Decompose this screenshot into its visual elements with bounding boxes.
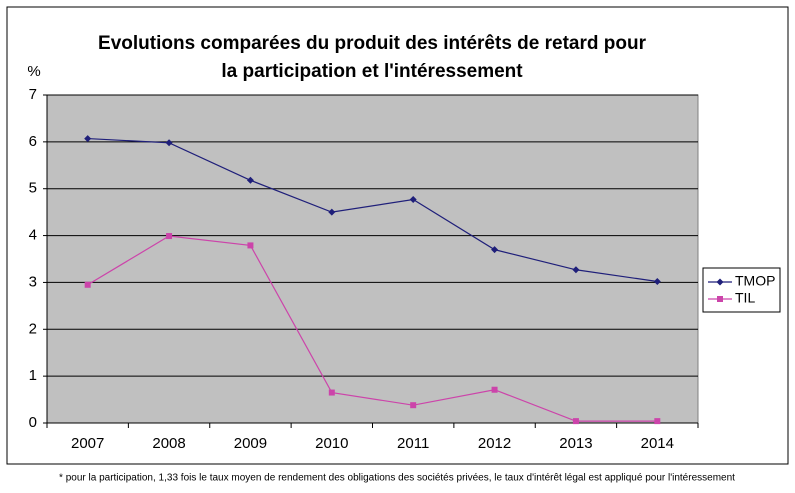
marker	[328, 208, 336, 216]
x-tick-label: 2012	[478, 435, 511, 452]
chart-title: la participation et l'intéressement	[221, 61, 523, 82]
y-tick-label: 1	[29, 367, 37, 384]
marker	[654, 418, 661, 425]
legend-box	[702, 267, 781, 313]
chart-title: Evolutions comparées du produit des inté…	[98, 33, 647, 54]
y-tick-label: 3	[29, 273, 37, 290]
marker	[247, 242, 254, 249]
series-line	[87, 235, 658, 422]
x-tick-label: 2011	[397, 435, 429, 452]
legend-label: TMOP	[735, 273, 775, 289]
marker	[572, 266, 580, 274]
x-tick-label: 2009	[234, 435, 267, 452]
marker	[409, 195, 417, 203]
marker	[84, 135, 92, 143]
marker	[716, 278, 724, 286]
marker	[410, 402, 417, 409]
marker	[717, 296, 723, 302]
footnote: * pour la participation, 1,33 fois le ta…	[59, 473, 735, 484]
x-tick-label: 2010	[315, 435, 348, 452]
marker	[84, 281, 91, 288]
y-tick-label: 2	[29, 320, 37, 337]
y-tick-label: 6	[29, 133, 37, 150]
x-tick-label: 2008	[152, 435, 185, 452]
plot-area	[46, 94, 699, 424]
marker	[246, 176, 254, 184]
marker	[572, 418, 579, 425]
x-tick-label: 2013	[559, 435, 592, 452]
y-tick-label: 5	[29, 180, 37, 197]
marker	[165, 139, 173, 147]
x-tick-label: 2007	[71, 435, 104, 452]
y-tick-label: 7	[29, 86, 37, 103]
y-tick-label: 4	[29, 227, 37, 244]
marker	[328, 389, 335, 396]
marker	[653, 277, 661, 285]
series-line	[87, 137, 658, 283]
marker	[491, 246, 499, 254]
x-tick-label: 2014	[641, 435, 674, 452]
legend-label: TIL	[735, 290, 755, 306]
marker	[166, 233, 173, 240]
y-tick-label: 0	[29, 414, 37, 431]
y-axis-label: %	[27, 63, 40, 80]
marker	[491, 386, 498, 393]
